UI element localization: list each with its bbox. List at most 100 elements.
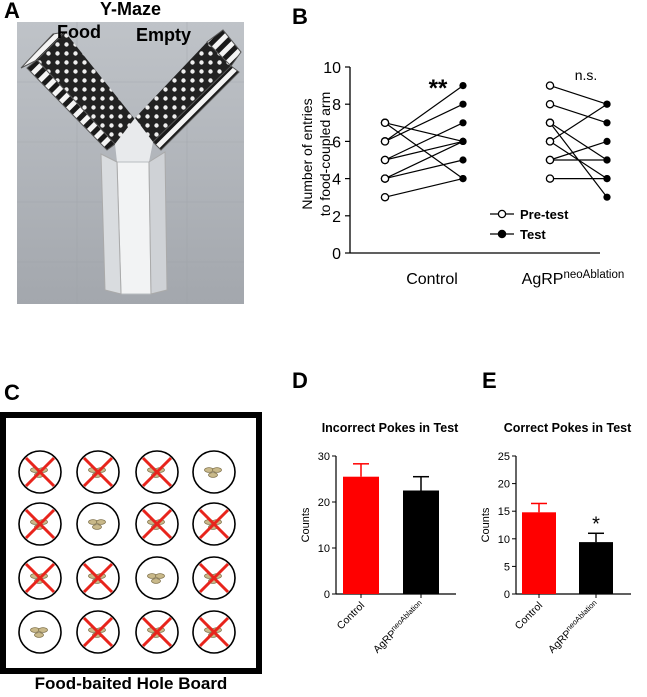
y-tick-label: 2 (332, 209, 341, 226)
y-axis-label: Number of entries (299, 98, 315, 209)
cross-stroke (24, 456, 56, 488)
y-tick-label: 5 (504, 561, 510, 573)
red-cross-icon (82, 562, 114, 594)
cross-stroke (198, 616, 230, 648)
y-maze-title: Y-Maze (100, 0, 162, 19)
bar (522, 512, 556, 594)
legend-filled-circle (497, 229, 507, 239)
test-point (603, 156, 611, 164)
test-point (603, 100, 611, 108)
red-cross-icon (82, 456, 114, 488)
significance-label: n.s. (575, 67, 598, 83)
pre-test-point (545, 81, 555, 90)
cross-stroke (198, 508, 230, 540)
paired-line (384, 178, 464, 198)
y-tick-label: 25 (498, 451, 510, 463)
paired-line (384, 122, 464, 180)
correct-pokes-chart: Correct Pokes in Test 0 5 10 15 20 25 Counts Con… (480, 421, 632, 656)
significance-label: * (592, 513, 600, 535)
chart-title: Correct Pokes in Test (504, 421, 632, 435)
entries-chart: 0 2 4 6 8 10 Number of entries to food-coupled … (299, 60, 624, 288)
pre-test-point (545, 99, 555, 109)
pellet (212, 467, 222, 473)
y-axis-label: Counts (300, 507, 312, 542)
cross-stroke (82, 456, 114, 488)
y-tick-label: 6 (332, 134, 341, 151)
paired-line (549, 85, 608, 105)
pellet (151, 578, 161, 584)
pellet (92, 524, 102, 530)
cross-stroke (141, 456, 173, 488)
hole-board-caption: Food-baited Hole Board (34, 674, 228, 693)
test-point (603, 119, 611, 127)
test-point (459, 82, 467, 90)
panel-label-e: E (482, 368, 497, 393)
pellet (155, 573, 165, 579)
cross-stroke (24, 562, 56, 594)
y-tick-label: 10 (318, 543, 330, 555)
pre-test-point (380, 155, 390, 165)
red-cross-icon (24, 562, 56, 594)
paired-line (384, 122, 464, 142)
y-tick-label: 20 (498, 479, 510, 491)
cross-stroke (141, 616, 173, 648)
pre-test-point (380, 174, 390, 183)
food-pellet-icon (147, 573, 165, 584)
paired-line (384, 103, 464, 142)
paired-line (549, 140, 608, 161)
test-point (459, 119, 467, 127)
paired-line (384, 140, 464, 180)
test-point (459, 100, 467, 108)
y-axis-label: to food-coupled arm (317, 92, 333, 217)
red-cross-icon (141, 456, 173, 488)
x-category-label: AgRPneoAblation (544, 598, 602, 656)
panel-label-a: A (4, 0, 20, 23)
bar (579, 542, 613, 594)
red-cross-icon (24, 456, 56, 488)
y-tick-label: 0 (324, 589, 330, 601)
left-arm-floor (37, 32, 137, 144)
paired-line (384, 122, 464, 161)
red-cross-icon (198, 508, 230, 540)
paired-line (549, 103, 608, 142)
arm-label-food: Food (57, 22, 101, 42)
cross-stroke (198, 562, 230, 594)
panel-label-d: D (292, 368, 308, 393)
paired-line (384, 159, 464, 180)
cross-stroke (82, 562, 114, 594)
pellet (96, 519, 106, 525)
y-tick-label: 4 (332, 172, 341, 189)
test-point (603, 193, 611, 201)
paired-line (549, 122, 608, 161)
y-tick-label: 10 (498, 534, 510, 546)
red-cross-icon (198, 562, 230, 594)
stem-arm (116, 161, 152, 295)
chart-title: Incorrect Pokes in Test (322, 421, 459, 435)
cross-stroke (82, 616, 114, 648)
test-point (459, 137, 467, 145)
cross-stroke (24, 508, 56, 540)
right-arm-floor (135, 42, 231, 142)
x-category-label: Control (406, 271, 458, 288)
cross-stroke (141, 508, 173, 540)
left-arm-wall (26, 59, 116, 151)
pre-test-point (545, 155, 555, 165)
significance-label: ** (429, 75, 448, 102)
y-tick-label: 15 (498, 506, 510, 518)
pre-test-point (380, 192, 390, 202)
y-tick-label: 0 (504, 589, 510, 601)
pellet (34, 632, 44, 638)
x-category-label: AgRPneoAblation (369, 598, 427, 656)
y-tick-label: 10 (323, 60, 341, 77)
red-cross-icon (24, 508, 56, 540)
bar (343, 476, 379, 594)
food-pellet-icon (88, 519, 106, 530)
red-cross-icon (141, 616, 173, 648)
legend-label: Test (520, 227, 546, 242)
panel-label-c: C (4, 380, 20, 405)
pre-test-point (380, 118, 390, 128)
y-tick-label: 20 (318, 497, 330, 509)
red-cross-icon (198, 616, 230, 648)
x-category-label: Control (335, 600, 367, 632)
bar (403, 490, 439, 594)
